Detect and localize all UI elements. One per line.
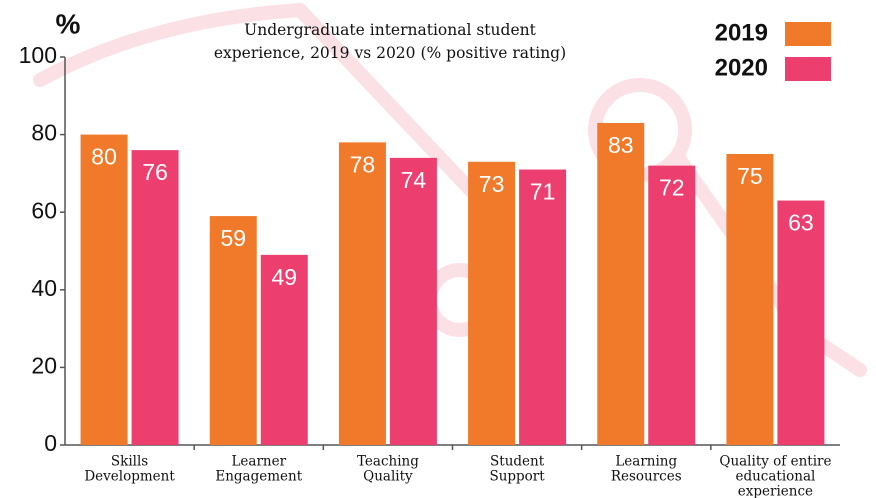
legend-label: 2019	[715, 19, 768, 46]
value-label: 74	[401, 167, 427, 193]
x-tick-label: Support	[489, 469, 545, 485]
value-label: 63	[788, 210, 814, 236]
bar	[468, 161, 516, 445]
chart-title: Undergraduate international student	[244, 21, 536, 39]
bar	[726, 154, 774, 445]
y-tick-label: 60	[31, 197, 57, 223]
x-tick-label: Learning	[615, 454, 677, 470]
legend-label: 2020	[715, 54, 768, 81]
value-label: 80	[91, 144, 117, 170]
bar	[777, 200, 825, 445]
value-label: 75	[737, 163, 763, 189]
y-axis-label: %	[56, 8, 81, 39]
bar	[131, 150, 179, 445]
legend-swatch	[785, 22, 831, 46]
value-label: 83	[608, 132, 634, 158]
value-label: 73	[479, 171, 505, 197]
bar	[389, 157, 437, 445]
x-tick-label: Engagement	[215, 469, 302, 485]
chart-title: experience, 2019 vs 2020 (% positive rat…	[214, 44, 566, 62]
bar	[648, 165, 696, 445]
x-tick-label: Development	[84, 469, 175, 485]
x-tick-label: Quality	[363, 469, 413, 485]
legend-swatch	[785, 57, 831, 81]
x-tick-label: Quality of entire	[719, 454, 831, 470]
value-label: 49	[271, 264, 297, 290]
x-tick-label: Teaching	[357, 454, 419, 470]
x-tick-label: Student	[490, 454, 545, 470]
bar	[80, 134, 128, 445]
x-tick-label: Resources	[611, 469, 682, 485]
x-tick-label: Skills	[111, 454, 148, 470]
y-tick-label: 0	[44, 430, 57, 456]
value-label: 76	[142, 159, 168, 185]
x-tick-label: Learner	[231, 454, 286, 470]
y-tick-label: 20	[31, 352, 57, 378]
bar	[209, 216, 257, 445]
bar	[597, 122, 645, 446]
x-tick-label: experience	[738, 484, 813, 498]
value-label: 78	[350, 151, 376, 177]
y-tick-label: 100	[19, 42, 57, 68]
y-tick-label: 80	[31, 120, 57, 146]
bar	[519, 169, 567, 445]
bar	[260, 254, 308, 445]
value-label: 71	[530, 179, 556, 205]
bar	[338, 142, 386, 446]
value-label: 72	[659, 175, 685, 201]
value-label: 59	[220, 225, 246, 251]
x-tick-label: educational	[735, 469, 815, 485]
y-tick-label: 40	[31, 275, 57, 301]
